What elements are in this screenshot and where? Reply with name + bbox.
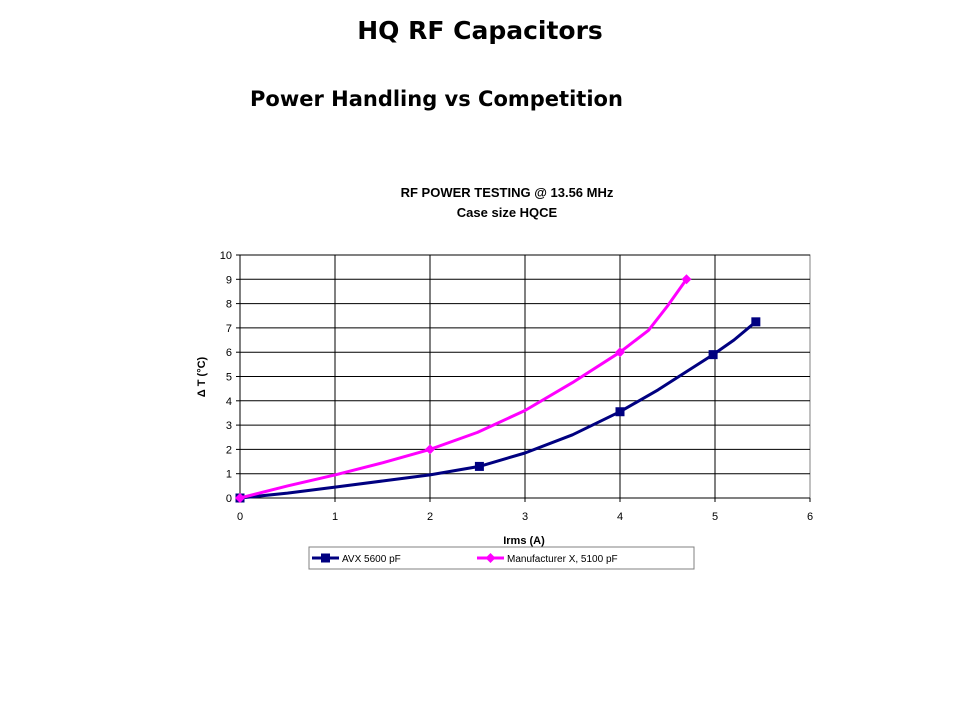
y-tick-label: 6	[226, 347, 232, 359]
series-2	[235, 274, 692, 503]
y-tick-label: 3	[226, 420, 232, 432]
chart-subtitle: Case size HQCE	[457, 205, 558, 220]
data-point	[681, 274, 692, 285]
legend-label: AVX 5600 pF	[342, 554, 401, 565]
y-tick-label: 0	[226, 493, 232, 505]
data-point	[751, 317, 761, 327]
x-tick-label: 5	[712, 511, 718, 523]
y-tick-label: 1	[226, 469, 232, 481]
y-tick-label: 5	[226, 372, 232, 384]
y-tick-label: 2	[226, 444, 232, 456]
legend: AVX 5600 pF Manufacturer X, 5100 pF	[308, 546, 695, 570]
data-point	[615, 347, 625, 358]
legend-label: Manufacturer X, 5100 pF	[507, 554, 618, 565]
data-point	[235, 493, 245, 503]
y-tick-label: 4	[226, 396, 232, 408]
y-axis-label: Δ T (°C)	[196, 356, 208, 397]
legend-swatch-marker	[485, 553, 496, 563]
chart-title: RF POWER TESTING @ 13.56 MHz	[401, 185, 614, 200]
legend-swatch-marker	[321, 553, 330, 563]
slide-subtitle: Power Handling vs Competition	[250, 87, 623, 111]
x-tick-label: 1	[332, 511, 338, 523]
x-tick-label: 4	[617, 511, 623, 523]
x-tick-label: 2	[427, 511, 433, 523]
x-tick-label: 3	[522, 511, 528, 523]
slide-title: HQ RF Capacitors	[357, 16, 603, 45]
data-point	[615, 407, 625, 417]
x-axis-label: Irms (A)	[503, 535, 545, 547]
data-point	[708, 350, 718, 360]
y-tick-label: 10	[220, 250, 232, 262]
x-tick-label: 6	[807, 511, 813, 523]
y-tick-label: 8	[226, 299, 232, 311]
plot-area: 0 1 2 3 4 5 6 7 8 9 10 0 1 2 3 4 5 6	[220, 250, 813, 523]
x-tick-label: 0	[237, 511, 243, 523]
y-tick-label: 7	[226, 323, 232, 335]
series-line	[238, 277, 688, 500]
data-point	[474, 461, 484, 471]
data-point	[425, 444, 435, 455]
y-tick-label: 9	[226, 274, 232, 286]
